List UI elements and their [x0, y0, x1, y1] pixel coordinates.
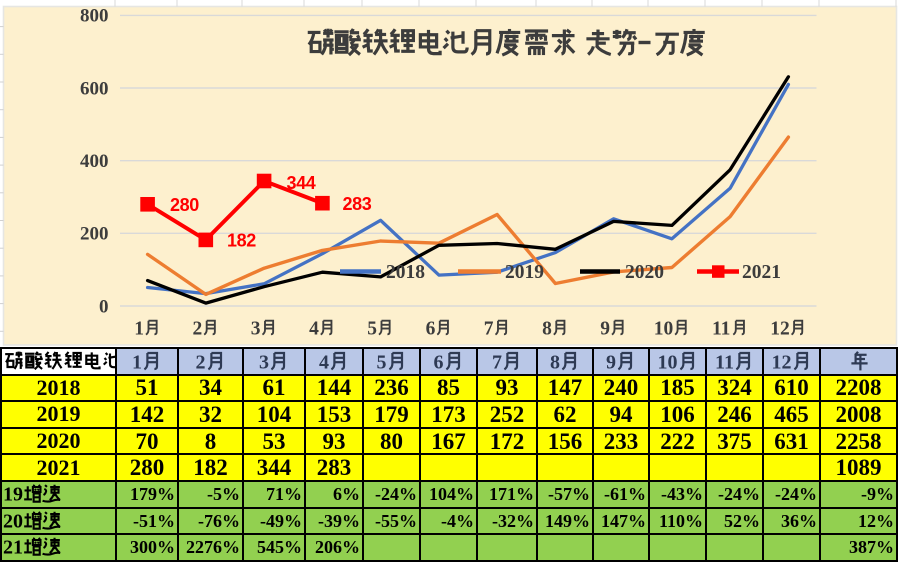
svg-text:400: 400	[80, 151, 109, 172]
svg-text:10: 10	[654, 319, 674, 340]
svg-text:6: 6	[426, 319, 436, 340]
svg-text:344: 344	[287, 173, 316, 193]
svg-text:7: 7	[484, 319, 494, 340]
svg-text:1: 1	[134, 319, 144, 340]
svg-text:2019: 2019	[505, 262, 544, 283]
svg-text:9: 9	[600, 319, 610, 340]
svg-text:2: 2	[193, 319, 203, 340]
svg-text:5: 5	[367, 319, 377, 340]
svg-text:600: 600	[80, 78, 109, 99]
svg-text:2020: 2020	[625, 262, 664, 283]
svg-text:2021: 2021	[742, 262, 781, 283]
svg-text:3: 3	[251, 319, 261, 340]
svg-text:200: 200	[80, 224, 109, 245]
svg-text:280: 280	[170, 195, 199, 215]
svg-text:800: 800	[80, 6, 109, 27]
svg-text:0: 0	[99, 296, 109, 317]
svg-text:11: 11	[712, 319, 730, 340]
svg-text:4: 4	[309, 319, 319, 340]
svg-text:2018: 2018	[386, 262, 425, 283]
svg-text:182: 182	[227, 231, 256, 251]
svg-text:283: 283	[343, 194, 372, 214]
svg-text:12: 12	[770, 319, 790, 340]
svg-text:8: 8	[542, 319, 552, 340]
